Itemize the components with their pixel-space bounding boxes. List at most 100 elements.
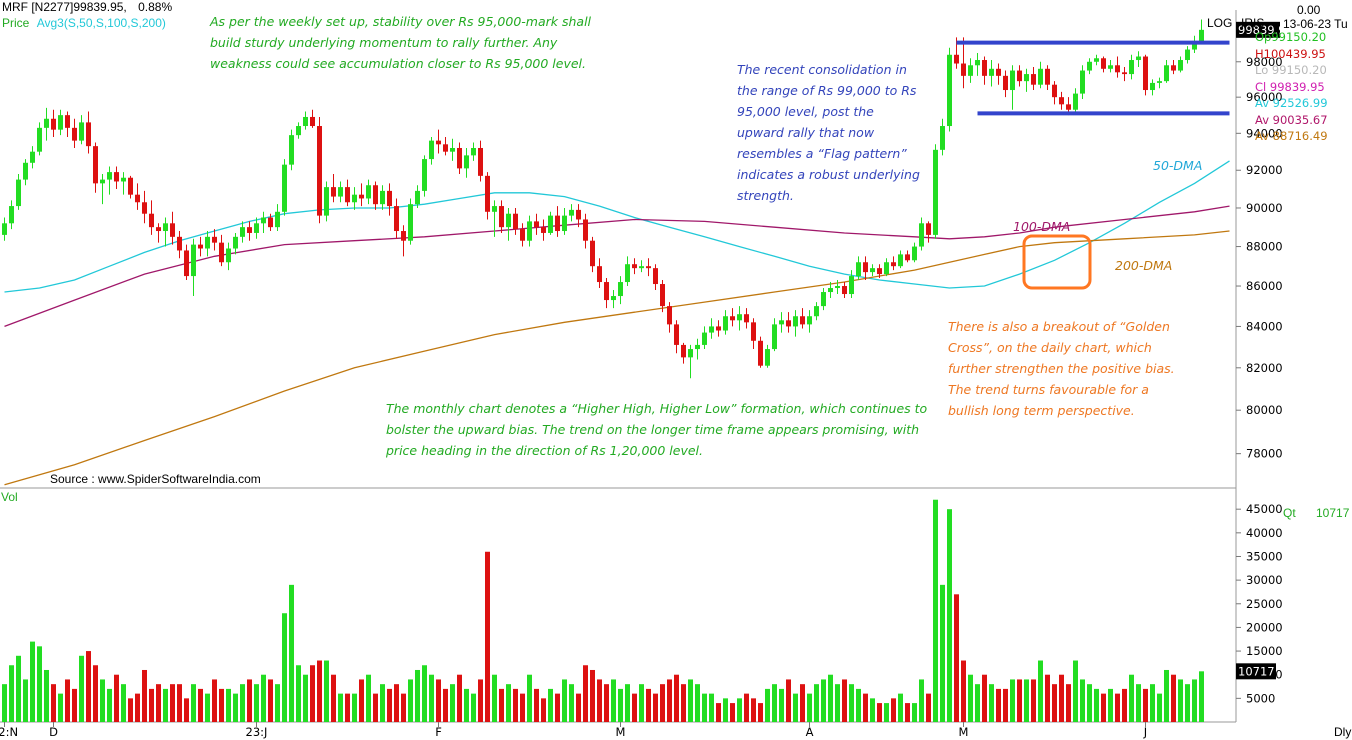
volume-bar [520,693,525,722]
candle-up [107,172,112,180]
candle-down [317,126,322,216]
candle-down [394,206,399,232]
price-tick-label: 88000 [1246,240,1283,254]
candle-up [933,149,938,235]
volume-bar [450,684,455,722]
volume-tick-label: 30000 [1246,573,1283,587]
volume-bar [632,693,637,722]
volume-bar [422,665,427,722]
candle-up [968,65,973,76]
candle-up [23,162,28,180]
volume-bar [1178,679,1183,722]
volume-bar [583,665,588,722]
dma50-label: 50-DMA [1153,158,1203,173]
candles [2,19,1204,379]
candle-up [569,209,574,216]
golden-cross-box [1022,234,1092,290]
volume-bar [415,669,420,722]
volume-bar [562,679,567,722]
brand-label: IRIS [1241,16,1265,30]
current-date: 13-06-23 Tu [1283,17,1348,31]
volume-bar [429,674,434,722]
volume-bar [128,698,133,722]
candle-down [268,217,273,228]
ohlc-stat: Av 88716.49 [1255,129,1328,143]
volume-bar [625,684,630,722]
volume-bar [1031,679,1036,722]
candle-down [219,242,224,263]
price-tick-label: 96000 [1246,90,1283,104]
volume-bar [807,693,812,722]
candle-up [947,54,952,127]
volume-bar [765,688,770,722]
candle-up [121,177,126,182]
candle-up [429,140,434,160]
volume-bar [1045,674,1050,722]
volume-bar [338,693,343,722]
candle-down [604,282,609,301]
candle-up [471,147,476,156]
volume-bar [954,594,959,722]
time-tick-label: M [959,725,969,739]
volume-bar [373,693,378,722]
candle-down [1066,104,1071,110]
volume-bar [296,665,301,722]
candle-down [982,60,987,76]
candle-up [688,349,693,358]
candle-up [975,60,980,66]
candle-up [898,254,903,267]
candle-up [835,286,840,289]
candle-up [303,116,308,127]
volume-bar [723,698,728,722]
volume-bar [1087,684,1092,722]
top-value: 0.00 [1297,3,1321,17]
volume-tick-label: 20000 [1246,620,1283,634]
candle-down [149,213,154,228]
candle-up [16,179,21,207]
candle-up [548,215,553,233]
candle-up [450,147,455,152]
volume-bar [1066,684,1071,722]
volume-bar [772,684,777,722]
volume-tick-label: 25000 [1246,597,1283,611]
candle-down [513,213,518,230]
candle-down [310,116,315,127]
volume-bar [576,693,581,722]
time-tick-label: D [49,725,58,739]
volume-bar [268,679,273,722]
ohlc-stat: H100439.95 [1255,46,1326,61]
candle-down [170,223,175,237]
candle-down [135,194,140,203]
volume-bar [443,688,448,722]
candle-up [793,316,798,327]
candle-up [275,211,280,228]
candle-up [380,190,385,205]
price-tick-label: 90000 [1246,201,1283,215]
volume-bar [786,679,791,722]
monthly-annotation: The monthly chart denotes a “Higher High… [386,401,928,458]
interval-label[interactable]: Dly [1334,725,1352,739]
candle-down [331,187,336,197]
candle-up [856,262,861,277]
candle-up [1038,68,1043,85]
indicator-legend: Price Avg3(S,50,S,100,S,200) [2,16,166,30]
candle-down [485,175,490,212]
volume-bar [310,665,315,722]
price-tick-label: 86000 [1246,279,1283,293]
candle-down [786,320,791,327]
volume-bar [254,684,259,722]
scale-type[interactable]: LOG [1207,16,1233,30]
candle-up [695,344,700,350]
volume-bar [1136,684,1141,722]
volume-bar [352,693,357,722]
volume-bar [688,679,693,722]
candle-down [681,344,686,358]
volume-bar [1080,679,1085,722]
volume-bar [730,703,735,722]
last-price-tag-bg [1236,21,1280,38]
candle-up [1185,49,1190,61]
volume-bar [716,703,721,722]
volume-bar [1003,688,1008,722]
candle-down [142,202,147,214]
